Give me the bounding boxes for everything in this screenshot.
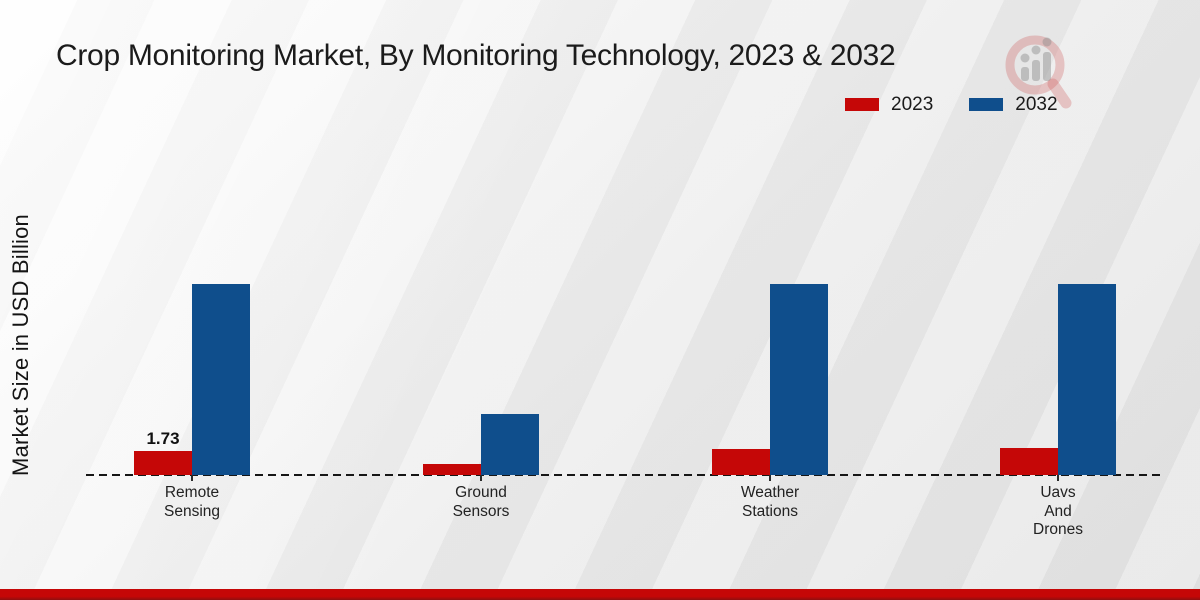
x-axis-tick bbox=[480, 475, 482, 481]
category-label-ground-sensors: Ground Sensors bbox=[452, 484, 510, 520]
bar-2023-ground-sensors bbox=[423, 464, 481, 475]
bar-2032-weather-stations bbox=[770, 284, 828, 475]
bar-2032-ground-sensors bbox=[481, 414, 539, 475]
legend-item-2032: 2032 bbox=[969, 94, 1058, 115]
y-axis-label-container: Market Size in USD Billion bbox=[6, 178, 36, 512]
bar-2023-weather-stations bbox=[712, 449, 770, 475]
legend-swatch-2023 bbox=[845, 98, 879, 111]
bar-2032-uavs-and-drones bbox=[1058, 284, 1116, 475]
x-axis-tick bbox=[1057, 475, 1059, 481]
y-axis-label: Market Size in USD Billion bbox=[8, 214, 33, 476]
category-label-remote-sensing: Remote Sensing bbox=[163, 484, 220, 520]
bar-2032-remote-sensing bbox=[192, 284, 250, 475]
category-label-uavs-and-drones: Uavs And Drones bbox=[1033, 484, 1083, 538]
legend-swatch-2032 bbox=[969, 98, 1004, 111]
legend-item-2023: 2023 bbox=[845, 95, 933, 114]
x-axis-tick bbox=[769, 475, 771, 481]
x-axis-tick bbox=[191, 475, 193, 481]
category-label-weather-stations: Weather Stations bbox=[740, 484, 800, 520]
chart-title: Crop Monitoring Market, By Monitoring Te… bbox=[56, 39, 896, 72]
legend: 2023 2032 bbox=[845, 95, 1058, 114]
footer-accent-bar bbox=[0, 589, 1200, 600]
bar-2023-remote-sensing bbox=[134, 451, 192, 475]
x-axis-baseline bbox=[86, 474, 1164, 476]
bar-2023-uavs-and-drones bbox=[1000, 448, 1058, 475]
legend-label-2023: 2023 bbox=[891, 94, 934, 115]
bar-value-label: 1.73 bbox=[146, 429, 180, 448]
legend-label-2032: 2032 bbox=[1015, 94, 1058, 115]
